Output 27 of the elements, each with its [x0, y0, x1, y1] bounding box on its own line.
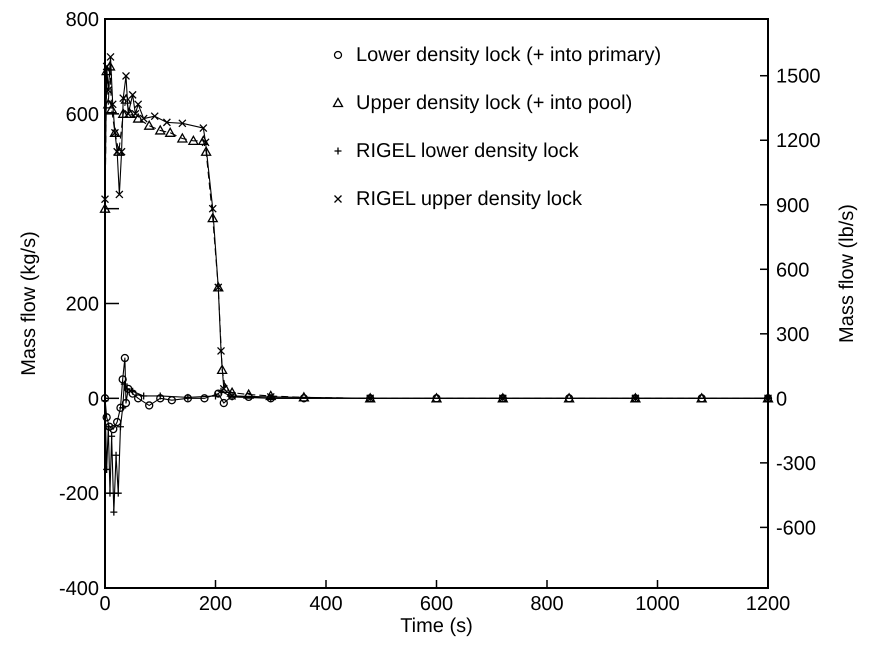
x-tick-label: 1000	[635, 593, 680, 615]
x-axis-title: Time (s)	[400, 615, 473, 637]
y-axis-title: Mass flow (kg/s)	[18, 231, 40, 376]
y2-axis-title: Mass flow (lb/s)	[836, 204, 858, 343]
y-tick-label: -200	[58, 483, 99, 506]
legend-label: RIGEL upper density lock	[356, 188, 584, 210]
y2-tick-label: 1200	[776, 130, 820, 152]
y-tick-label: 0	[88, 388, 99, 410]
legend-label: Upper density lock (+ into pool)	[356, 92, 632, 114]
y2-tick-label: -600	[776, 517, 816, 540]
y-tick-label: 800	[66, 9, 99, 31]
y2-tick-label: 600	[776, 259, 810, 282]
x-tick-label: 800	[530, 593, 564, 615]
x-tick-label: 600	[420, 593, 454, 615]
legend-label: Lower density lock (+ into primary)	[356, 44, 662, 66]
y2-tick-label: 1500	[776, 66, 820, 88]
x-tick-label: 400	[309, 593, 343, 615]
y2-tick-label: 300	[776, 324, 810, 346]
y2-tick-label: 900	[776, 194, 810, 217]
x-tick-label: 200	[198, 593, 232, 615]
y-tick-label: 600	[66, 104, 99, 126]
y-tick-label: -400	[58, 578, 99, 600]
y2-tick-label: -300	[776, 452, 816, 475]
y2-tick-label: 0	[776, 388, 788, 410]
x-tick-label: 1200	[746, 593, 790, 615]
y-tick-label: 200	[66, 294, 99, 316]
legend-label: RIGEL lower density lock	[356, 140, 580, 162]
